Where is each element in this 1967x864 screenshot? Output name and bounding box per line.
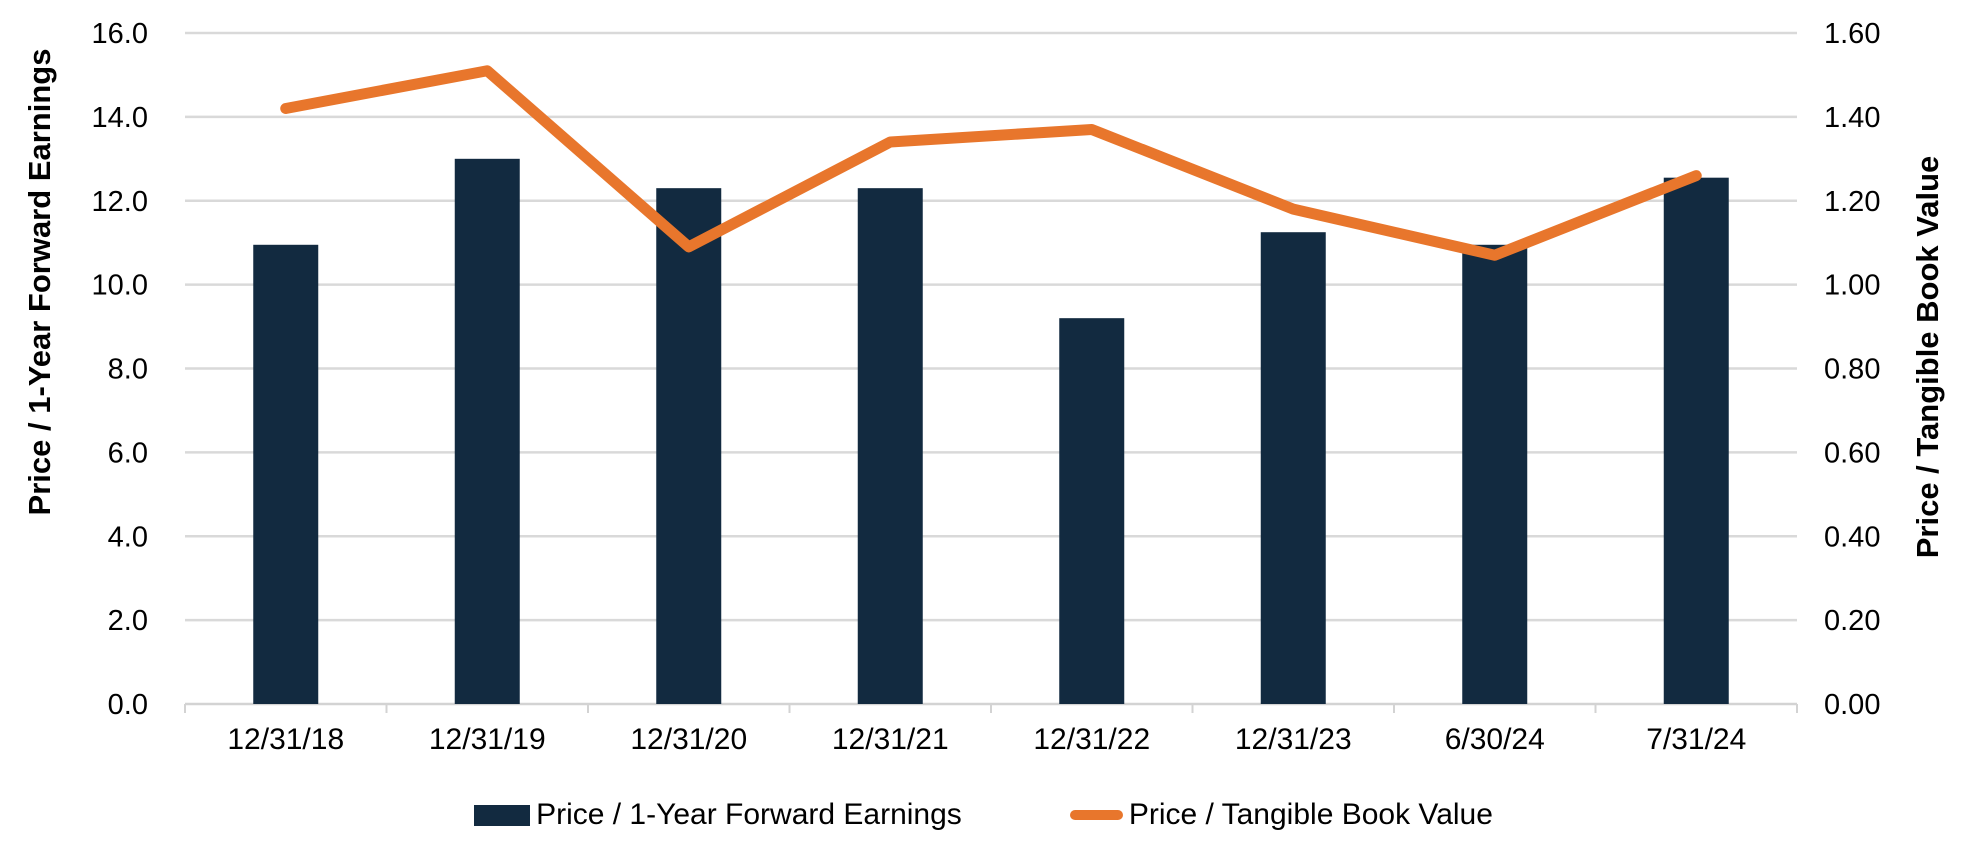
left-axis-tick-label: 12.0 bbox=[92, 186, 148, 218]
x-axis-label: 12/31/21 bbox=[832, 723, 949, 756]
bar-7/31/24 bbox=[1663, 177, 1729, 704]
line-price-tangible-book-value bbox=[280, 65, 1702, 261]
bar-12/31/18 bbox=[253, 244, 319, 705]
line-series-swatch bbox=[1069, 810, 1123, 820]
legend-item-tangible-book: Price / Tangible Book Value bbox=[1069, 798, 1493, 832]
right-axis-tick-label: 1.60 bbox=[1824, 18, 1880, 50]
right-axis-tick-label: 1.40 bbox=[1824, 102, 1880, 134]
left-axis-tick-label: 14.0 bbox=[92, 102, 148, 134]
right-axis-tick-label: 0.00 bbox=[1824, 689, 1880, 721]
bar-12/31/20 bbox=[656, 188, 722, 704]
left-axis-tick-label: 2.0 bbox=[108, 605, 148, 637]
right-axis-tick-label: 1.20 bbox=[1824, 186, 1880, 218]
right-axis-tick-label: 0.20 bbox=[1824, 605, 1880, 637]
x-axis-label: 12/31/19 bbox=[429, 723, 546, 756]
bar-12/31/19 bbox=[454, 158, 520, 704]
right-axis-tick-label: 0.40 bbox=[1824, 521, 1880, 553]
x-axis-label: 6/30/24 bbox=[1445, 723, 1545, 756]
left-axis-tick-label: 16.0 bbox=[92, 18, 148, 50]
left-axis-tick-label: 10.0 bbox=[92, 270, 148, 302]
left-axis-tick-label: 6.0 bbox=[108, 437, 148, 469]
bar-12/31/22 bbox=[1059, 318, 1125, 704]
bar-6/30/24 bbox=[1462, 244, 1528, 705]
left-axis-tick-label: 0.0 bbox=[108, 689, 148, 721]
legend: Price / 1-Year Forward Earnings Price / … bbox=[0, 798, 1967, 832]
right-axis-tick-label: 0.60 bbox=[1824, 437, 1880, 469]
x-axis-label: 12/31/22 bbox=[1033, 723, 1150, 756]
bar-12/31/21 bbox=[857, 188, 923, 704]
left-axis-tick-label: 4.0 bbox=[108, 521, 148, 553]
legend-item-forward-earnings: Price / 1-Year Forward Earnings bbox=[474, 798, 962, 832]
x-axis-label: 12/31/18 bbox=[227, 723, 344, 756]
right-axis-tick-label: 1.00 bbox=[1824, 270, 1880, 302]
bar-series-swatch bbox=[474, 804, 531, 826]
right-axis-tick-label: 0.80 bbox=[1824, 354, 1880, 386]
bar-12/31/23 bbox=[1260, 232, 1326, 704]
left-axis-tick-label: 8.0 bbox=[108, 354, 148, 386]
line-series-legend-label: Price / Tangible Book Value bbox=[1128, 798, 1493, 831]
x-axis-label: 7/31/24 bbox=[1646, 723, 1746, 756]
bar-series-legend-label: Price / 1-Year Forward Earnings bbox=[536, 798, 962, 831]
x-axis-label: 12/31/23 bbox=[1235, 723, 1352, 756]
x-axis-label: 12/31/20 bbox=[630, 723, 747, 756]
